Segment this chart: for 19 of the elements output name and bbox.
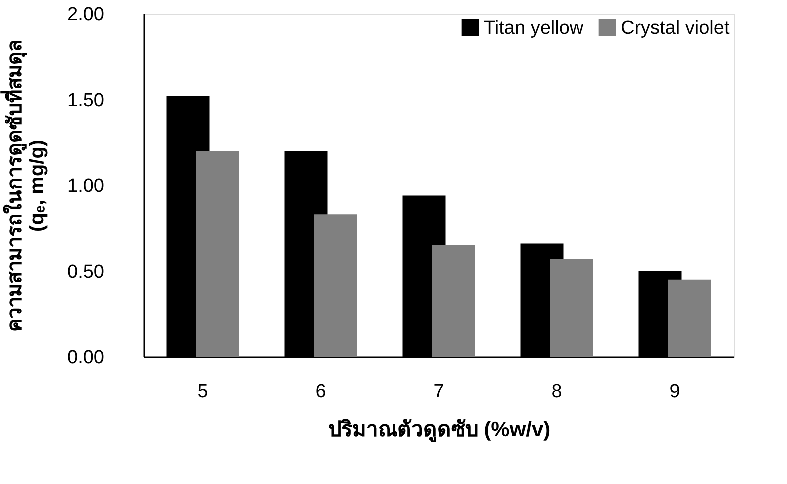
y-tick-label: 0.00 [68,348,104,368]
text: (qₑ, mg/g) [26,140,49,232]
x-tick-label: 9 [670,382,680,402]
y-tick-label: 1.00 [68,176,104,197]
bar [432,246,476,357]
y-tick-label: 2.00 [68,4,104,26]
legend-label: Titan yellow [484,18,584,39]
bar [314,214,358,357]
x-tick-label: 5 [198,382,208,402]
legend-label: Crystal violet [621,18,730,39]
y-tick-label: 1.50 [68,90,104,112]
bar [668,280,712,357]
x-axis-title: ปริมาณตัวดูดซับ (%w/v) [328,418,551,444]
y-tick-label: 0.50 [68,262,104,283]
x-tick-label: 7 [434,382,444,402]
x-tick-label: 8 [552,382,562,402]
bar [196,151,240,357]
x-tick-label: 6 [316,382,326,402]
bar [550,259,594,357]
